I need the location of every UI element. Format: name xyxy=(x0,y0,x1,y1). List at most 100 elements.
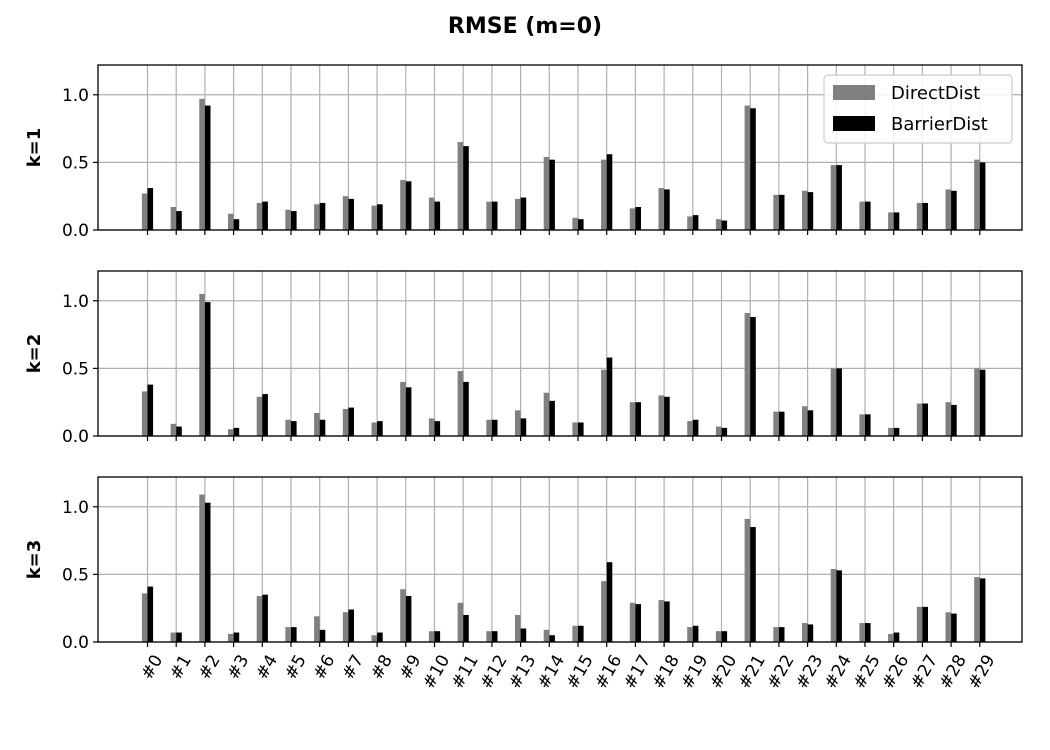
axes-frame xyxy=(97,64,1023,231)
bar-barrierdist-2 xyxy=(204,502,211,642)
bar-directdist-8 xyxy=(371,205,378,230)
x-tick-label: #3 xyxy=(223,652,253,684)
bar-directdist-7 xyxy=(342,196,349,230)
bar-directdist-15 xyxy=(572,217,578,230)
bar-directdist-21 xyxy=(744,518,751,642)
bar-barrierdist-18 xyxy=(664,189,670,230)
bar-barrierdist-26 xyxy=(893,632,900,642)
bar-barrierdist-0 xyxy=(147,384,154,436)
bar-barrierdist-19 xyxy=(692,419,699,436)
bar-directdist-20 xyxy=(715,426,722,436)
bar-directdist-27 xyxy=(916,606,923,642)
bar-directdist-12 xyxy=(486,631,492,642)
bar-barrierdist-15 xyxy=(578,422,584,436)
y-tick-label: 0.0 xyxy=(62,221,89,241)
bar-directdist-29 xyxy=(974,159,980,230)
bar-barrierdist-19 xyxy=(692,215,699,230)
legend-swatch-directdist xyxy=(833,85,875,100)
y-axis-label: k=1 xyxy=(24,128,45,168)
bar-directdist-20 xyxy=(715,631,722,642)
bar-directdist-21 xyxy=(744,312,751,436)
bar-barrierdist-14 xyxy=(549,159,555,230)
x-tick-label: #17 xyxy=(620,652,655,693)
bar-directdist-26 xyxy=(888,212,894,230)
bar-directdist-13 xyxy=(515,410,521,436)
x-tick-label: #18 xyxy=(649,652,684,693)
x-tick-label: #5 xyxy=(281,652,311,684)
bar-directdist-22 xyxy=(773,627,779,642)
bar-barrierdist-1 xyxy=(176,211,182,230)
bar-barrierdist-25 xyxy=(865,201,871,230)
bar-directdist-16 xyxy=(601,159,607,230)
bar-barrierdist-22 xyxy=(778,411,785,436)
bar-barrierdist-14 xyxy=(549,635,555,642)
panel-2: 0.0 0.5 1.0 k=2 xyxy=(24,270,1023,447)
bar-barrierdist-12 xyxy=(491,201,498,230)
bar-directdist-18 xyxy=(658,395,665,436)
panel-3: 0.0 0.5 1.0 k=3 xyxy=(24,476,1023,653)
bar-barrierdist-21 xyxy=(750,316,756,436)
bar-barrierdist-3 xyxy=(233,427,240,436)
bar-barrierdist-17 xyxy=(635,402,641,436)
x-tick-label: #24 xyxy=(821,652,856,693)
bar-barrierdist-8 xyxy=(377,632,383,642)
legend: DirectDist BarrierDist xyxy=(823,74,1013,144)
x-tick-label: #10 xyxy=(419,652,454,693)
bar-barrierdist-4 xyxy=(262,394,268,436)
bar-directdist-10 xyxy=(428,631,435,642)
y-tick-label: 0.0 xyxy=(62,633,89,653)
bar-barrierdist-3 xyxy=(233,632,240,642)
bar-barrierdist-24 xyxy=(836,368,842,436)
bar-barrierdist-5 xyxy=(291,421,297,436)
bar-directdist-20 xyxy=(715,219,722,230)
x-tick-label: #19 xyxy=(677,652,712,693)
bar-directdist-26 xyxy=(888,427,894,436)
bar-directdist-24 xyxy=(830,568,837,642)
bar-directdist-3 xyxy=(228,429,234,436)
bar-barrierdist-24 xyxy=(836,165,842,230)
x-tick-label: #25 xyxy=(849,652,884,693)
bar-directdist-12 xyxy=(486,201,492,230)
bar-barrierdist-7 xyxy=(348,407,354,436)
bar-barrierdist-15 xyxy=(578,625,584,642)
bar-directdist-23 xyxy=(802,406,808,436)
x-tick-label: #29 xyxy=(964,652,999,693)
axes-frame xyxy=(97,476,1023,643)
x-tick-label: #7 xyxy=(338,652,368,684)
bar-barrierdist-15 xyxy=(578,219,584,230)
x-tick-label: #23 xyxy=(792,652,827,693)
y-tick-label: 0.5 xyxy=(62,153,89,173)
bar-barrierdist-23 xyxy=(807,410,814,436)
x-tick-label: #26 xyxy=(878,652,913,693)
bar-directdist-22 xyxy=(773,194,779,230)
x-tick-label: #8 xyxy=(367,652,397,684)
bar-directdist-28 xyxy=(945,402,952,436)
x-tick-label: #1 xyxy=(166,652,196,684)
bar-directdist-24 xyxy=(830,165,837,230)
x-tick-label: #0 xyxy=(137,652,167,684)
bar-barrierdist-12 xyxy=(491,631,498,642)
bar-barrierdist-7 xyxy=(348,609,354,642)
bar-directdist-11 xyxy=(457,142,464,230)
bar-directdist-23 xyxy=(802,623,808,642)
bar-barrierdist-21 xyxy=(750,527,756,642)
bar-directdist-9 xyxy=(400,179,406,230)
bar-barrierdist-9 xyxy=(405,387,412,436)
bar-barrierdist-26 xyxy=(893,427,900,436)
bar-directdist-0 xyxy=(141,193,148,230)
bar-barrierdist-1 xyxy=(176,632,182,642)
bar-directdist-9 xyxy=(400,589,406,642)
bar-barrierdist-2 xyxy=(204,105,211,230)
x-tick-label: #28 xyxy=(936,652,971,693)
bar-directdist-1 xyxy=(170,632,177,642)
x-tick-label: #20 xyxy=(706,652,741,693)
bar-directdist-26 xyxy=(888,633,894,642)
bar-barrierdist-10 xyxy=(434,631,441,642)
bar-barrierdist-25 xyxy=(865,414,871,436)
bar-barrierdist-10 xyxy=(434,201,441,230)
bar-directdist-5 xyxy=(285,627,291,642)
bar-directdist-6 xyxy=(314,413,320,436)
bar-directdist-4 xyxy=(256,596,263,642)
y-tick-label: 1.0 xyxy=(62,86,89,106)
